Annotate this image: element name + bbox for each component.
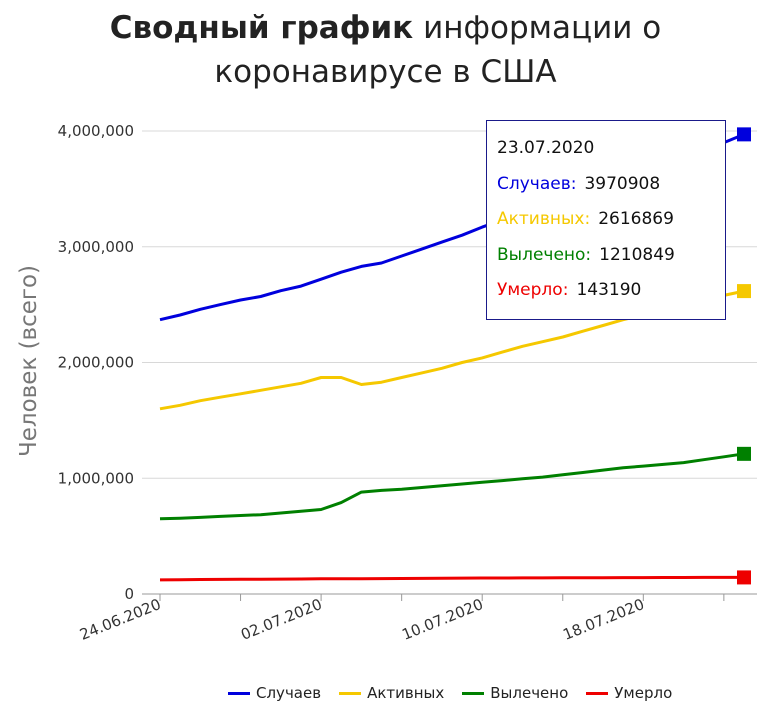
legend-item-deaths[interactable]: Умерло xyxy=(586,684,672,702)
tooltip-row: Умерло: 143190 xyxy=(497,273,715,309)
chart-title-bold: Сводный график xyxy=(109,10,414,46)
tooltip-label: Активных: xyxy=(497,209,591,229)
y-tick-label: 3,000,000 xyxy=(58,238,134,256)
legend-item-active[interactable]: Активных xyxy=(339,684,444,702)
chart-title-rest: информации о xyxy=(413,10,662,46)
legend-swatch xyxy=(228,691,250,695)
x-tick-label: 24.06.2020 xyxy=(77,595,163,644)
legend-item-recovered[interactable]: Вылечено xyxy=(462,684,568,702)
tooltip-label: Умерло: xyxy=(497,280,569,300)
y-tick-label: 0 xyxy=(124,585,134,603)
x-tick-label: 10.07.2020 xyxy=(399,595,485,644)
y-axis-label: Человек (всего) xyxy=(16,265,42,457)
x-tick-label: 02.07.2020 xyxy=(238,595,324,644)
tooltip-date: 23.07.2020 xyxy=(497,138,595,158)
legend-label: Умерло xyxy=(614,684,673,702)
legend-swatch xyxy=(462,691,485,695)
tooltip-row: Случаев: 3970908 xyxy=(497,167,715,203)
chart-title-line2: коронавирусе в США xyxy=(214,54,557,90)
tooltip-row: Вылечено: 1210849 xyxy=(497,238,715,274)
series-end-marker[interactable] xyxy=(737,446,751,461)
tooltip-value: 1210849 xyxy=(599,244,675,265)
y-tick-label: 4,000,000 xyxy=(58,122,134,140)
legend-swatch xyxy=(339,691,362,695)
legend-swatch xyxy=(586,691,609,695)
tooltip-value: 3970908 xyxy=(584,173,661,194)
series-line[interactable] xyxy=(159,575,744,582)
y-tick-label: 1,000,000 xyxy=(58,469,134,487)
legend-label: Случаев xyxy=(256,684,322,702)
tooltip-value: 143190 xyxy=(576,280,642,300)
tooltip: 23.07.2020 Случаев: 3970908 Активных: 2616… xyxy=(486,120,726,320)
tooltip-row: Активных: 2616869 xyxy=(497,202,715,238)
legend-label: Активных xyxy=(367,684,445,702)
x-tick-label: 18.07.2020 xyxy=(560,595,646,644)
series-end-markers xyxy=(737,127,751,585)
tooltip-label: Вылечено: xyxy=(497,244,592,265)
tooltip-label: Случаев: xyxy=(497,173,577,194)
series-end-marker[interactable] xyxy=(737,570,751,585)
x-axis-ticks: 24.06.2020 02.07.2020 10.07.2020 18.07.2020 xyxy=(77,594,725,644)
series-end-marker[interactable] xyxy=(737,284,751,299)
legend-label: Вылечено xyxy=(490,684,569,702)
legend-item-cases[interactable]: Случаев xyxy=(228,684,321,702)
legend: Случаев Активных Вылечено Умерло xyxy=(228,681,672,705)
y-tick-label: 2,000,000 xyxy=(58,354,134,372)
y-axis-ticks: 0 1,000,000 2,000,000 3,000,000 4,000,000 xyxy=(58,122,134,603)
chart-title: Сводный график информации о коронавирусе… xyxy=(0,6,771,94)
series-end-marker[interactable] xyxy=(737,127,751,142)
tooltip-value: 2616869 xyxy=(598,209,674,229)
series-line[interactable] xyxy=(159,452,745,521)
